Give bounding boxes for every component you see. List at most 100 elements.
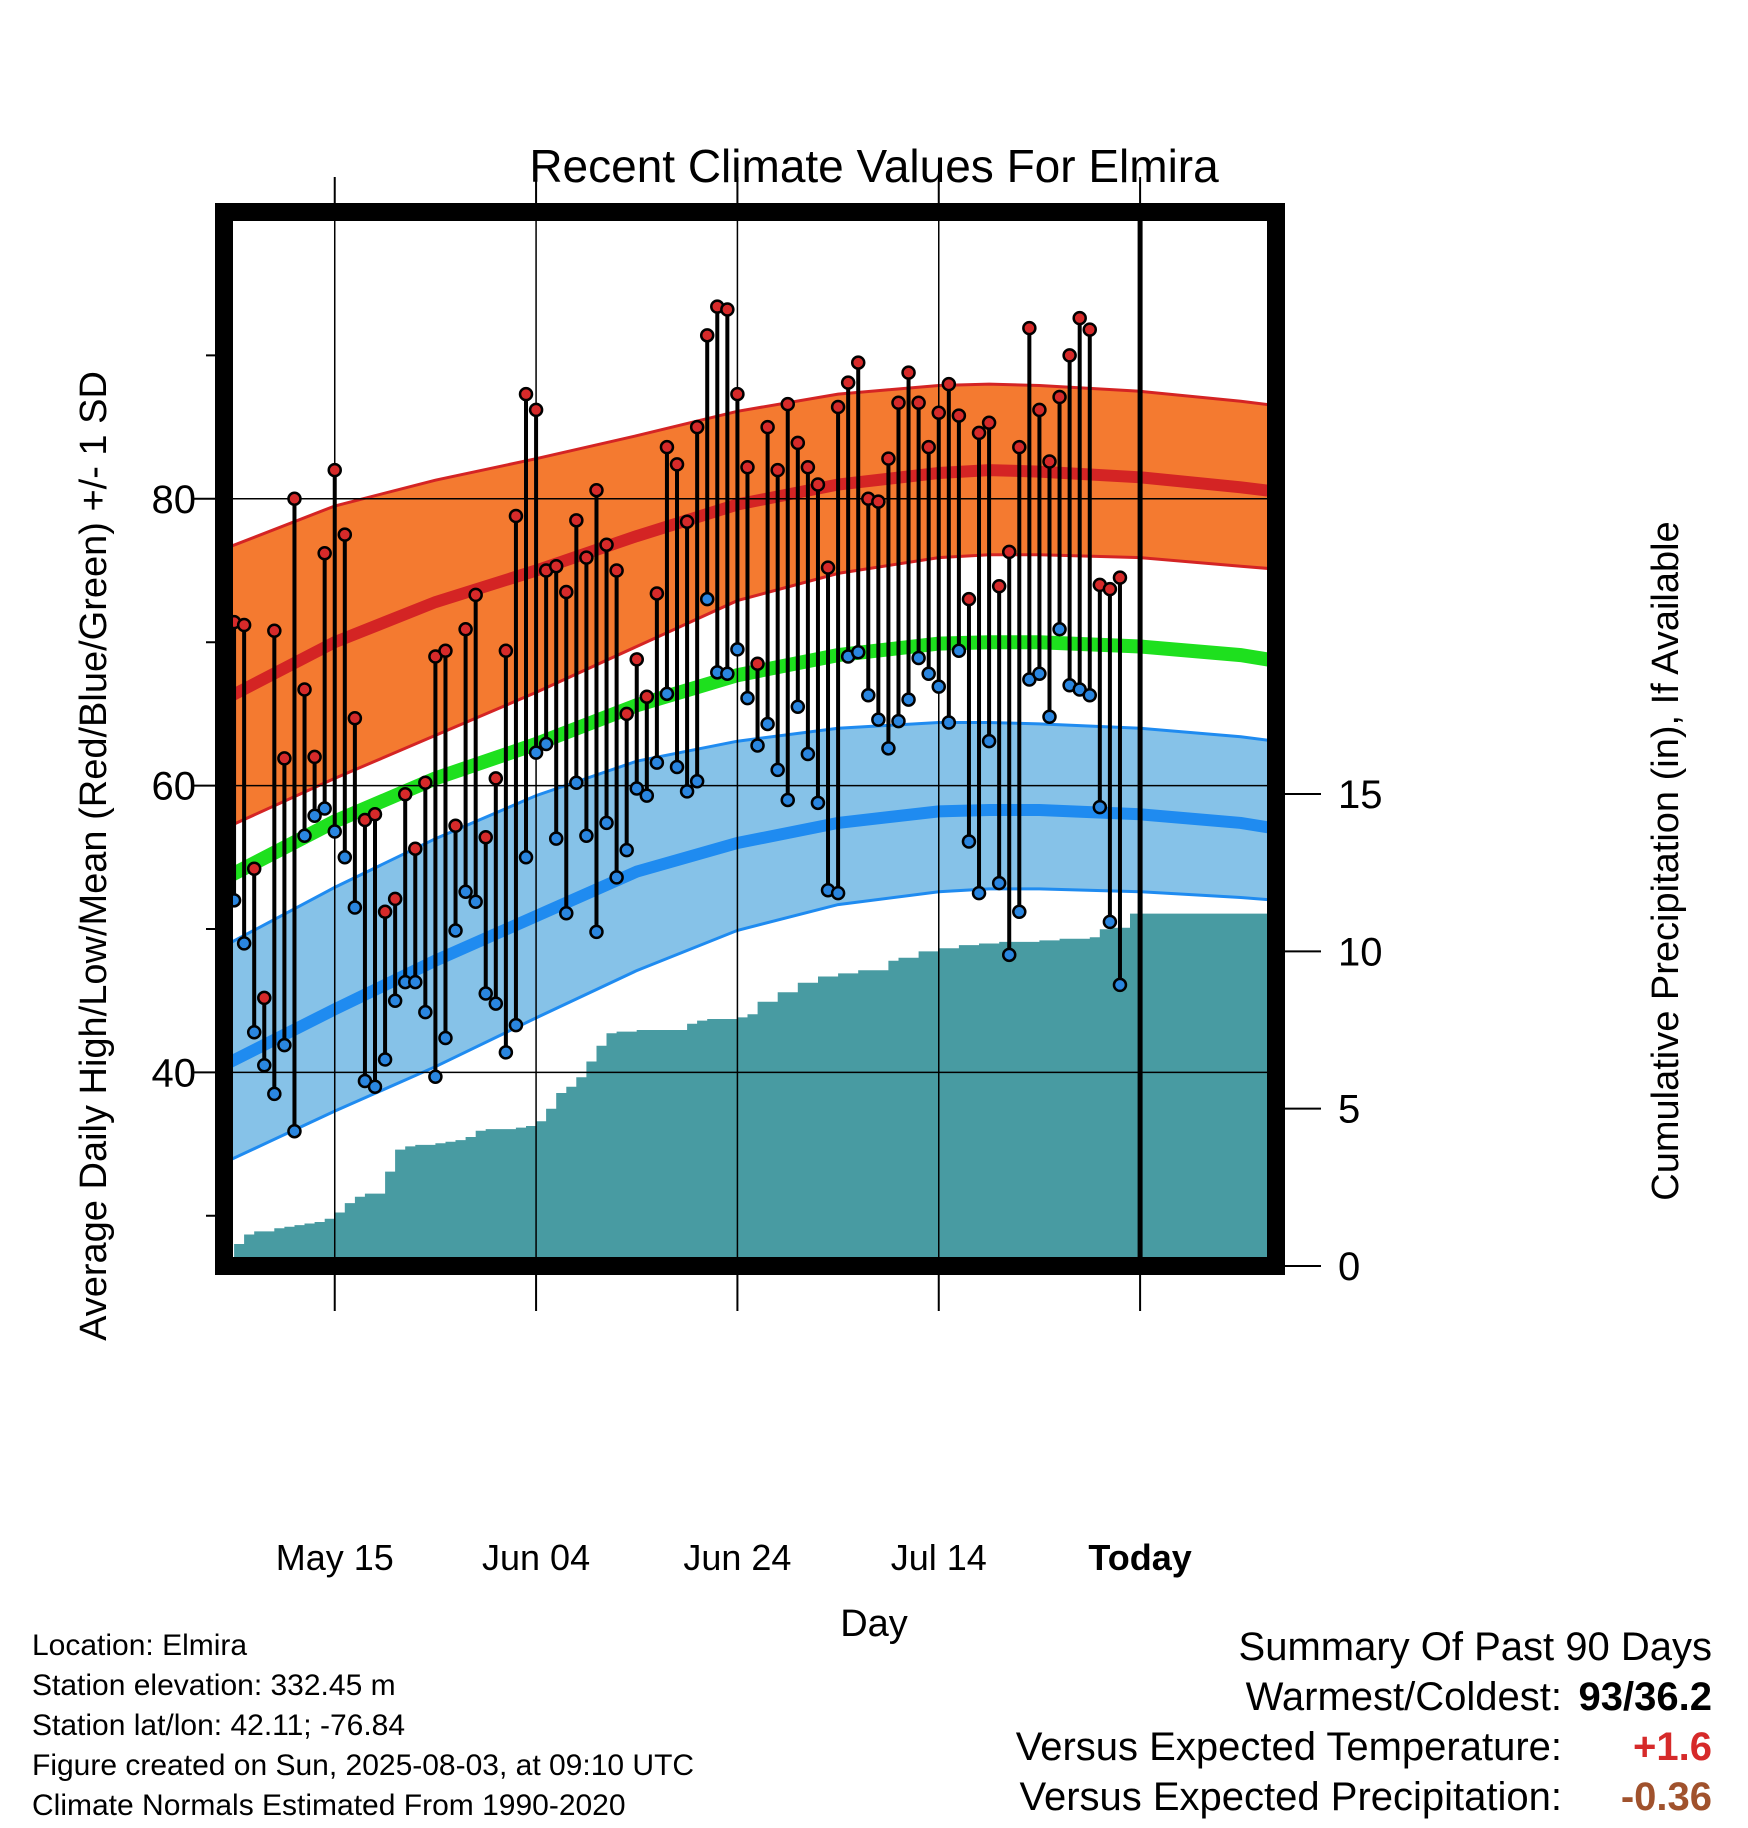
daily-low-point (800, 746, 816, 762)
daily-high-point (689, 419, 705, 435)
daily-high-point (699, 328, 715, 343)
daily-low-point (1032, 666, 1047, 682)
summary-row-precip: Versus Expected Precipitation: -0.36 (1016, 1772, 1712, 1822)
daily-high-point (246, 861, 262, 877)
daily-high-point (438, 643, 453, 659)
daily-low-point (337, 850, 353, 865)
summary-title: Summary Of Past 90 Days (1238, 1625, 1712, 1669)
daily-high-point (528, 402, 544, 418)
precip-departure-label: Versus Expected Precipitation: (1019, 1775, 1562, 1819)
daily-high-point (1072, 310, 1087, 326)
daily-low-point (518, 850, 534, 865)
daily-high-point (508, 508, 524, 524)
daily-low-point (1001, 947, 1017, 963)
daily-low-point (448, 923, 463, 938)
daily-low-point (740, 690, 755, 706)
daily-low-point (287, 1123, 302, 1139)
daily-low-point (780, 792, 796, 808)
daily-high-point (1102, 581, 1118, 597)
daily-low-point (569, 775, 584, 790)
daily-low-point (347, 900, 363, 915)
daily-high-point (478, 829, 493, 845)
daily-high-point (830, 399, 846, 415)
y-tick-label: 60 (152, 765, 197, 809)
daily-high-point (599, 537, 614, 552)
daily-high-point (760, 419, 775, 435)
daily-high-point (277, 751, 292, 766)
daily-low-point (1102, 914, 1118, 930)
daily-high-point (981, 415, 997, 431)
daily-high-point (750, 656, 765, 671)
daily-high-point (820, 560, 836, 575)
daily-high-point (287, 491, 302, 507)
x-tick-label: Jun 24 (683, 1537, 791, 1578)
plot-interior: 90 Days (224, 212, 1276, 1266)
daily-high-point (327, 462, 342, 478)
daily-low-point (317, 801, 332, 816)
daily-high-point (387, 891, 403, 907)
daily-low-point (538, 736, 554, 752)
daily-high-point (850, 355, 866, 370)
daily-high-point (730, 386, 745, 402)
daily-high-point (307, 749, 322, 765)
y-axis-label: Average Daily High/Low/Mean (Red/Blue/Gr… (73, 371, 115, 1341)
daily-low-point (830, 885, 846, 901)
daily-low-point (881, 741, 896, 756)
summary-row-temp: Versus Expected Temperature: +1.6 (1016, 1722, 1712, 1772)
daily-low-point (850, 644, 866, 660)
temp-departure-value: +1.6 (1633, 1725, 1712, 1769)
daily-high-point (589, 482, 604, 498)
daily-low-point (327, 824, 342, 839)
daily-low-point (901, 692, 916, 707)
daily-high-point (720, 302, 735, 317)
daily-low-point (971, 885, 987, 901)
daily-high-point (891, 395, 906, 410)
daily-low-point (246, 1025, 262, 1040)
x-tick-label: May 15 (276, 1537, 394, 1578)
daily-high-point (1001, 544, 1017, 560)
daily-low-point (236, 936, 252, 951)
summary-panel: Summary Of Past 90 Days Warmest/Coldest:… (1016, 1622, 1712, 1822)
daily-low-point (720, 666, 735, 682)
daily-low-point (891, 713, 906, 729)
daily-low-point (649, 755, 665, 770)
daily-low-point (669, 759, 685, 775)
daily-high-point (881, 451, 896, 466)
daily-low-point (1092, 799, 1108, 815)
daily-low-point (508, 1017, 524, 1033)
daily-high-point (629, 652, 644, 667)
daily-low-point (639, 788, 655, 803)
warmest-coldest-value: 93/36.2 (1578, 1675, 1712, 1719)
daily-high-point (236, 617, 252, 633)
daily-low-point (257, 1057, 272, 1073)
station-info: Location: Elmira Station elevation: 332.… (32, 1626, 694, 1826)
daily-low-point (488, 996, 504, 1011)
daily-low-point (609, 870, 624, 885)
daily-high-point (609, 563, 624, 578)
daily-high-point (921, 439, 936, 455)
summary-row-warmest: Warmest/Coldest: 93/36.2 (1016, 1672, 1712, 1722)
daily-high-point (991, 579, 1007, 594)
daily-high-point (1082, 322, 1098, 337)
daily-low-point (699, 591, 715, 607)
y2-tick-label: 10 (1338, 930, 1383, 974)
daily-high-point (468, 587, 483, 603)
daily-high-point (518, 386, 534, 402)
daily-low-point (1082, 688, 1098, 703)
daily-high-point (941, 376, 957, 392)
daily-high-point (790, 435, 806, 451)
daily-low-point (951, 643, 967, 659)
daily-high-point (639, 689, 655, 704)
x-tick-label: Today (1088, 1537, 1191, 1578)
daily-low-point (599, 815, 614, 831)
daily-low-point (408, 974, 423, 990)
daily-high-point (337, 527, 353, 542)
daily-high-point (871, 494, 886, 509)
latlon-text: Station lat/lon: 42.11; -76.84 (32, 1709, 406, 1742)
daily-low-point (790, 699, 806, 714)
daily-low-point (991, 875, 1007, 891)
x-tick-label: Jul 14 (891, 1537, 987, 1578)
daily-low-point (267, 1086, 282, 1102)
daily-low-point (377, 1052, 393, 1067)
